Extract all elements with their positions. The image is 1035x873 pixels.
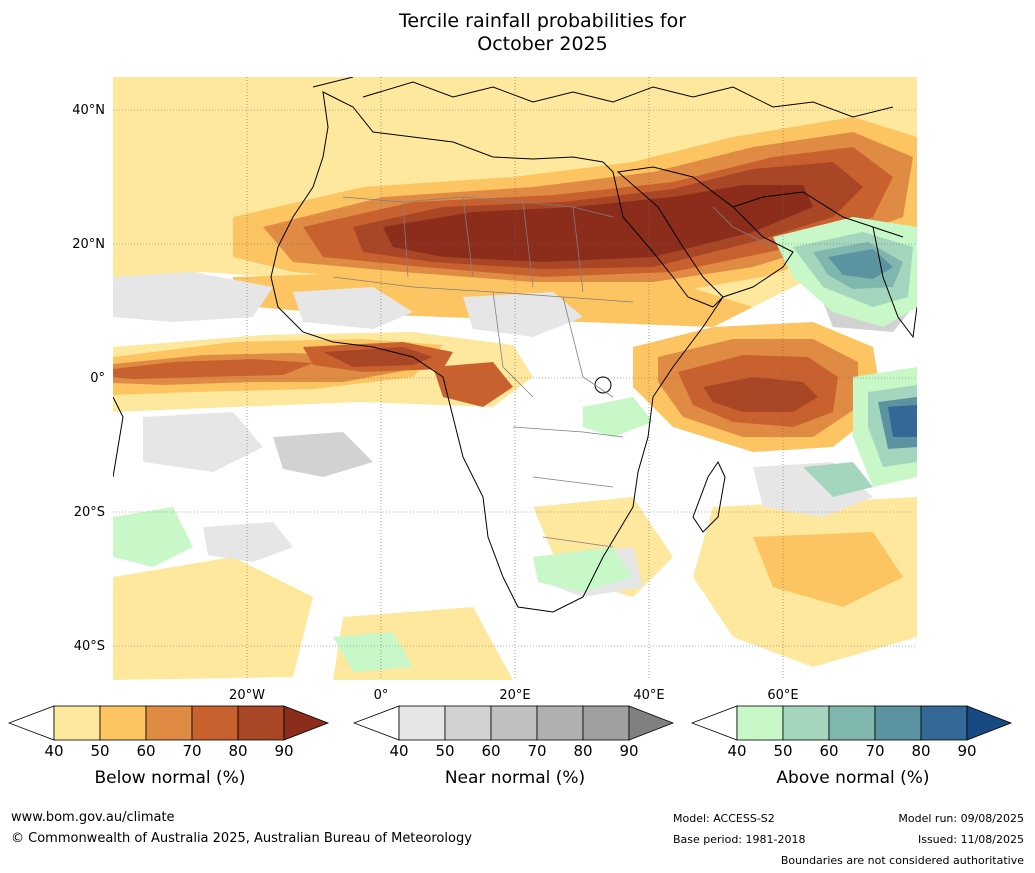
colorbar-tick-label: 60 — [481, 742, 501, 760]
colorbar-bin — [145, 705, 193, 741]
colorbar-title-above: Above normal (%) — [776, 768, 930, 788]
colorbar-tick-label: 60 — [819, 742, 839, 760]
colorbar-tick-label: 80 — [228, 742, 248, 760]
colorbar-tick-label: 70 — [182, 742, 202, 760]
colorbar-max-triangle — [966, 705, 1013, 741]
colorbar-tick-label: 50 — [773, 742, 793, 760]
graticule — [113, 77, 917, 680]
issued-text: Issued: 11/08/2025 — [917, 833, 1024, 846]
title-line-1: Tercile rainfall probabilities for — [398, 10, 687, 32]
colorbar-near-normal — [353, 705, 675, 741]
copyright-text: © Commonwealth of Australia 2025, Austra… — [11, 831, 472, 846]
near-normal-patches — [113, 272, 913, 597]
map-title: Tercile rainfall probabilities for Octob… — [0, 10, 1035, 56]
model-run-text: Model run: 09/08/2025 — [898, 812, 1024, 825]
colorbar-min-triangle — [691, 705, 738, 741]
colorbar-tick-label: 70 — [527, 742, 547, 760]
lon-label-20e: 20°E — [499, 688, 531, 703]
colorbar-bin — [490, 705, 538, 741]
colorbar-tick-label: 80 — [911, 742, 931, 760]
colorbar-min-triangle — [8, 705, 55, 741]
lon-label-20w: 20°W — [229, 688, 265, 703]
colorbar-bin — [582, 705, 630, 741]
lon-label-0: 0° — [373, 688, 389, 703]
colorbar-tick-label: 80 — [573, 742, 593, 760]
colorbar-bin — [782, 705, 830, 741]
model-text: Model: ACCESS-S2 — [673, 812, 775, 825]
lon-label-40e: 40°E — [633, 688, 665, 703]
colorbar-max-triangle — [283, 705, 330, 741]
colorbar-bin — [99, 705, 147, 741]
lat-label-equator: 0° — [90, 371, 105, 386]
country-borders — [332, 196, 774, 548]
colorbar-tick-label: 50 — [435, 742, 455, 760]
disclaimer-text: Boundaries are not considered authoritat… — [780, 854, 1024, 867]
colorbar-tick-label: 40 — [727, 742, 747, 760]
base-period-text: Base period: 1981-2018 — [673, 833, 806, 846]
colorbar-max-triangle — [628, 705, 675, 741]
colorbar-tick-label: 40 — [44, 742, 64, 760]
colorbar-bin — [736, 705, 784, 741]
colorbar-bin — [444, 705, 492, 741]
colorbar-bin — [398, 705, 446, 741]
colorbar-min-triangle — [353, 705, 400, 741]
colorbar-tick-label: 40 — [389, 742, 409, 760]
colorbar-bin — [874, 705, 922, 741]
colorbar-title-near: Near normal (%) — [444, 768, 586, 788]
coastlines — [113, 77, 917, 613]
colorbar-tick-label: 90 — [957, 742, 977, 760]
rainfall-probability-map — [113, 77, 917, 680]
website-link[interactable]: www.bom.gov.au/climate — [11, 810, 175, 825]
above-normal-patches — [113, 217, 917, 672]
colorbar-tick-label: 90 — [619, 742, 639, 760]
colorbar-tick-label: 60 — [136, 742, 156, 760]
colorbar-tick-label: 70 — [865, 742, 885, 760]
lon-label-60e: 60°E — [767, 688, 799, 703]
lat-label-20n: 20°N — [72, 237, 105, 252]
colorbar-tick-label: 50 — [90, 742, 110, 760]
title-line-2: October 2025 — [477, 33, 608, 55]
colorbar-bin — [828, 705, 876, 741]
colorbar-bin — [191, 705, 239, 741]
colorbar-tick-label: 90 — [274, 742, 294, 760]
colorbar-below-normal — [8, 705, 330, 741]
lat-label-40s: 40°S — [73, 639, 105, 654]
colorbar-above-normal — [691, 705, 1013, 741]
colorbar-title-below: Below normal (%) — [94, 768, 246, 788]
lat-label-40n: 40°N — [72, 103, 105, 118]
colorbar-bin — [536, 705, 584, 741]
colorbar-bin — [237, 705, 285, 741]
colorbar-bin — [920, 705, 968, 741]
map-canvas — [113, 77, 917, 680]
colorbar-bin — [53, 705, 101, 741]
lat-label-20s: 20°S — [73, 505, 105, 520]
